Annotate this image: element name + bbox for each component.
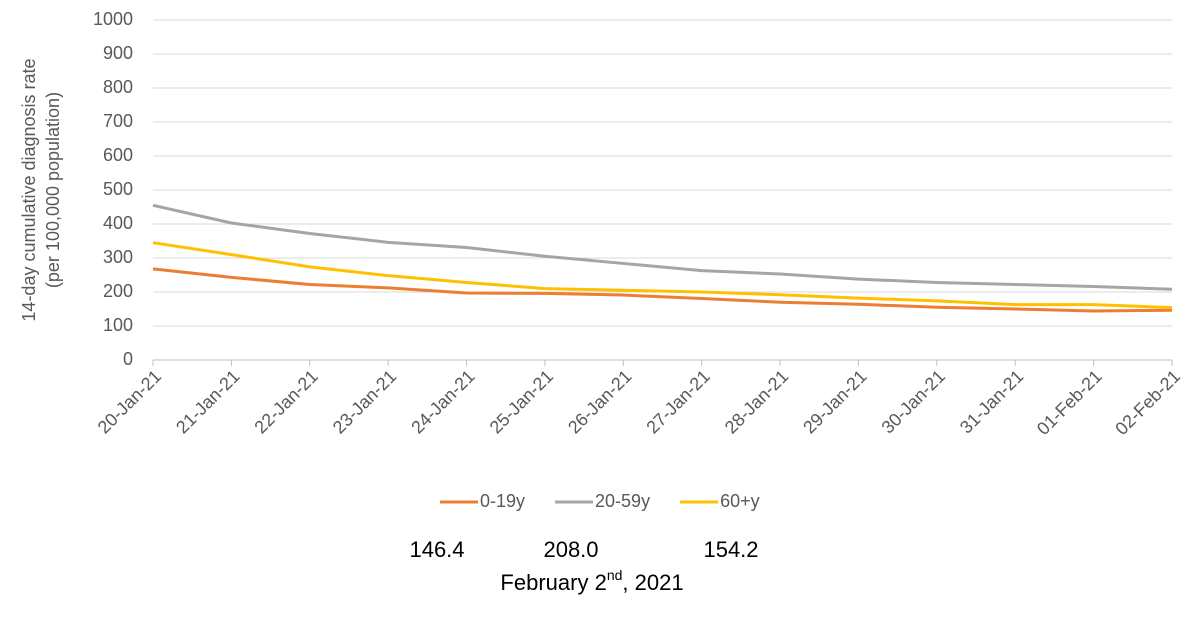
y-tick-label: 600 [103,145,133,165]
footer-value: 154.2 [703,537,758,562]
x-tick-label: 29-Jan-21 [799,366,870,437]
y-tick-label: 1000 [93,9,133,29]
y-axis-title-line: (per 100,000 population) [43,92,63,288]
date-sup: nd [607,567,623,583]
legend-label: 20-59y [595,491,650,511]
x-tick-label: 30-Jan-21 [878,366,949,437]
y-axis-title: 14-day cumulative diagnosis rate (per 10… [19,58,63,321]
x-tick-label: 28-Jan-21 [721,366,792,437]
y-tick-label: 200 [103,281,133,301]
y-axis-title-line: 14-day cumulative diagnosis rate [19,58,39,321]
x-tick-label: 23-Jan-21 [329,366,400,437]
series-line [152,203,1173,291]
legend-label: 0-19y [480,491,525,511]
x-tick-label: 21-Jan-21 [172,366,243,437]
x-tick-label: 01-Feb-21 [1033,366,1106,439]
series-line [152,267,1173,313]
y-tick-label: 900 [103,43,133,63]
footer-value: 146.4 [409,537,464,562]
x-tick-label: 02-Feb-21 [1111,366,1184,439]
date-main: February 2 [500,570,606,595]
y-tick-label: 400 [103,213,133,233]
y-tick-label: 700 [103,111,133,131]
series-line [152,241,1173,310]
x-tick-label: 27-Jan-21 [642,366,713,437]
x-tick-label: 20-Jan-21 [94,366,165,437]
date-rest: , 2021 [622,570,683,595]
x-tick-label: 24-Jan-21 [407,366,478,437]
legend-label: 60+y [720,491,760,511]
y-tick-label: 100 [103,315,133,335]
y-tick-label: 500 [103,179,133,199]
x-tick-label: 26-Jan-21 [564,366,635,437]
x-tick-label: 22-Jan-21 [250,366,321,437]
footer-value: 208.0 [543,537,598,562]
x-tick-label: 31-Jan-21 [956,366,1027,437]
date-line: February 2nd, 2021 [500,567,683,595]
y-tick-label: 300 [103,247,133,267]
y-tick-label: 0 [123,349,133,369]
y-tick-label: 800 [103,77,133,97]
x-tick-label: 25-Jan-21 [486,366,557,437]
